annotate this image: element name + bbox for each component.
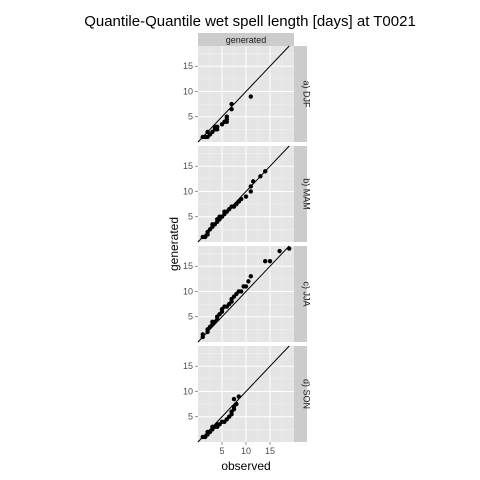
x-axis: 5 10 15	[219, 442, 275, 456]
data-point	[248, 189, 253, 194]
y-tick-label: 10	[183, 86, 193, 96]
data-point	[243, 284, 249, 289]
y-tick-label: 10	[183, 286, 193, 296]
data-point	[263, 169, 268, 174]
y-tick-label: 10	[183, 186, 193, 196]
data-point	[229, 101, 234, 107]
facet-strip	[294, 146, 307, 242]
y-axis-title: generated	[167, 217, 181, 271]
y-tick-label: 5	[188, 312, 193, 322]
chart-title: Quantile-Quantile wet spell length [days…	[84, 13, 416, 30]
data-point	[248, 184, 253, 189]
data-point	[231, 396, 237, 402]
data-point	[200, 332, 205, 337]
data-point	[263, 258, 268, 264]
facet-panel: 5 10 15 b) MAM	[183, 145, 312, 243]
facet-strip	[294, 46, 307, 142]
facet-strip-label: b) MAM	[302, 178, 312, 210]
top-strip-label: generated	[226, 35, 267, 45]
y-tick-label: 5	[188, 212, 193, 222]
data-point	[229, 106, 234, 112]
y-tick-label: 10	[183, 386, 193, 396]
x-tick-label: 10	[241, 446, 251, 456]
data-point	[248, 94, 253, 99]
data-point	[246, 279, 251, 284]
data-point	[277, 248, 282, 254]
facet-strip	[294, 246, 307, 342]
facet-strip	[294, 346, 307, 442]
x-tick-label: 5	[219, 446, 224, 456]
data-point	[239, 289, 244, 294]
data-point	[258, 174, 263, 179]
facet-panel: 5 10 15 d) SON	[183, 345, 312, 443]
top-strip	[198, 33, 294, 46]
x-axis-title: observed	[221, 459, 270, 473]
data-point	[243, 194, 249, 199]
facet-strip-label: d) SON	[302, 379, 312, 409]
facet-panel: 5 10 15 c) JJA	[183, 245, 312, 343]
data-point	[215, 124, 220, 130]
data-point	[251, 179, 256, 184]
y-tick-label: 5	[188, 112, 193, 122]
data-point	[248, 274, 253, 279]
y-tick-label: 15	[183, 161, 193, 171]
data-point	[224, 114, 229, 119]
data-point	[287, 246, 292, 251]
x-tick-label: 15	[265, 446, 275, 456]
data-point	[234, 401, 239, 407]
facet-strip-label: a) DJF	[302, 81, 312, 109]
data-point	[239, 196, 244, 202]
facet-strip-label: c) JJA	[302, 281, 312, 306]
y-tick-label: 5	[188, 412, 193, 422]
facet-panel: 5 10 15 a) DJF	[183, 45, 312, 143]
y-tick-label: 15	[183, 361, 193, 371]
y-tick-label: 15	[183, 61, 193, 71]
facet-panels: 5 10 15 a) DJF 5 10 15 b) MAM 5 10 15 c) JJA 5 10 15 d)…	[183, 45, 312, 443]
data-point	[267, 258, 273, 264]
y-tick-label: 15	[183, 261, 193, 271]
data-point	[236, 394, 241, 399]
